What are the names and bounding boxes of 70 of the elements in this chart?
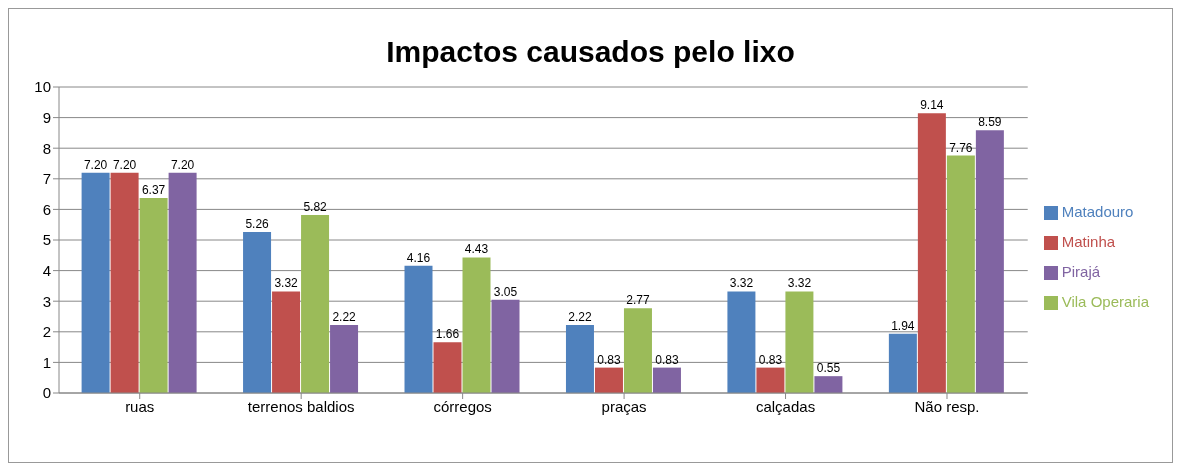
- data-label: 4.43: [464, 242, 489, 257]
- y-tick-label: 3: [42, 292, 51, 310]
- bar: [330, 325, 359, 393]
- bar: [139, 198, 168, 393]
- data-label: 4.16: [406, 250, 431, 265]
- y-tick-label: 4: [42, 261, 51, 279]
- data-label: 1.94: [891, 318, 915, 333]
- bar: [301, 214, 330, 393]
- bar: [110, 172, 139, 393]
- data-label: 2.77: [626, 293, 650, 308]
- y-tick-label: 7: [42, 170, 51, 188]
- data-label: 5.82: [303, 199, 328, 214]
- data-label: 3.32: [787, 276, 812, 291]
- bar: [785, 291, 814, 393]
- x-tick-label: terrenos baldios: [247, 397, 355, 415]
- bar: [491, 299, 520, 393]
- bar: [814, 376, 843, 393]
- legend-label: Vila Operaria: [1061, 293, 1149, 310]
- y-tick-label: 9: [42, 108, 51, 126]
- data-label: 5.26: [245, 217, 270, 232]
- bar: [975, 130, 1004, 393]
- x-tick-label: ruas: [125, 397, 155, 415]
- data-label: 0.83: [597, 352, 621, 367]
- y-tick-label: 6: [42, 200, 51, 218]
- y-tick-label: 1: [42, 353, 51, 371]
- bar: [888, 333, 917, 393]
- bar: [565, 325, 594, 393]
- bar: [623, 308, 652, 393]
- bar: [917, 113, 946, 393]
- data-label: 3.32: [729, 276, 754, 291]
- data-label: 7.76: [949, 140, 973, 155]
- bar: [81, 172, 110, 393]
- x-tick-label: praças: [601, 397, 647, 415]
- data-label: 3.05: [493, 284, 518, 299]
- bar: [272, 291, 301, 393]
- bar: [462, 257, 491, 393]
- legend-label: Matinha: [1061, 233, 1116, 250]
- y-tick-label: 0: [42, 384, 51, 402]
- chart-title: Impactos causados pelo lixo: [385, 35, 796, 69]
- data-label: 2.22: [332, 310, 357, 325]
- legend-label: Matadouro: [1061, 203, 1134, 220]
- bar: [404, 265, 433, 393]
- bar: [168, 172, 197, 393]
- x-tick-label: córregos: [433, 397, 492, 415]
- bar: [946, 155, 975, 393]
- x-tick-label: Não resp.: [914, 397, 980, 415]
- data-label: 7.20: [112, 157, 137, 172]
- data-label: 2.22: [568, 310, 592, 325]
- bar: [594, 367, 623, 393]
- data-label: 6.37: [141, 183, 166, 198]
- data-label: 3.32: [274, 276, 299, 291]
- data-label: 8.59: [978, 115, 1002, 130]
- data-label: 0.55: [816, 361, 841, 376]
- data-label: 7.20: [83, 157, 108, 172]
- legend-label: Pirajá: [1061, 263, 1101, 280]
- data-label: 1.66: [435, 327, 460, 342]
- y-tick-label: 10: [34, 78, 51, 96]
- x-tick-label: calçadas: [755, 397, 816, 415]
- y-tick-label: 5: [42, 231, 51, 249]
- bar: [243, 232, 272, 393]
- y-tick-label: 8: [42, 139, 51, 157]
- bar: [652, 367, 681, 393]
- bar: [756, 367, 785, 393]
- data-label: 7.20: [170, 157, 195, 172]
- data-label: 0.83: [655, 352, 679, 367]
- bar: [727, 291, 756, 393]
- y-tick-label: 2: [42, 323, 51, 341]
- bar: [433, 342, 462, 393]
- data-label: 9.14: [920, 98, 944, 113]
- data-label: 0.83: [758, 352, 783, 367]
